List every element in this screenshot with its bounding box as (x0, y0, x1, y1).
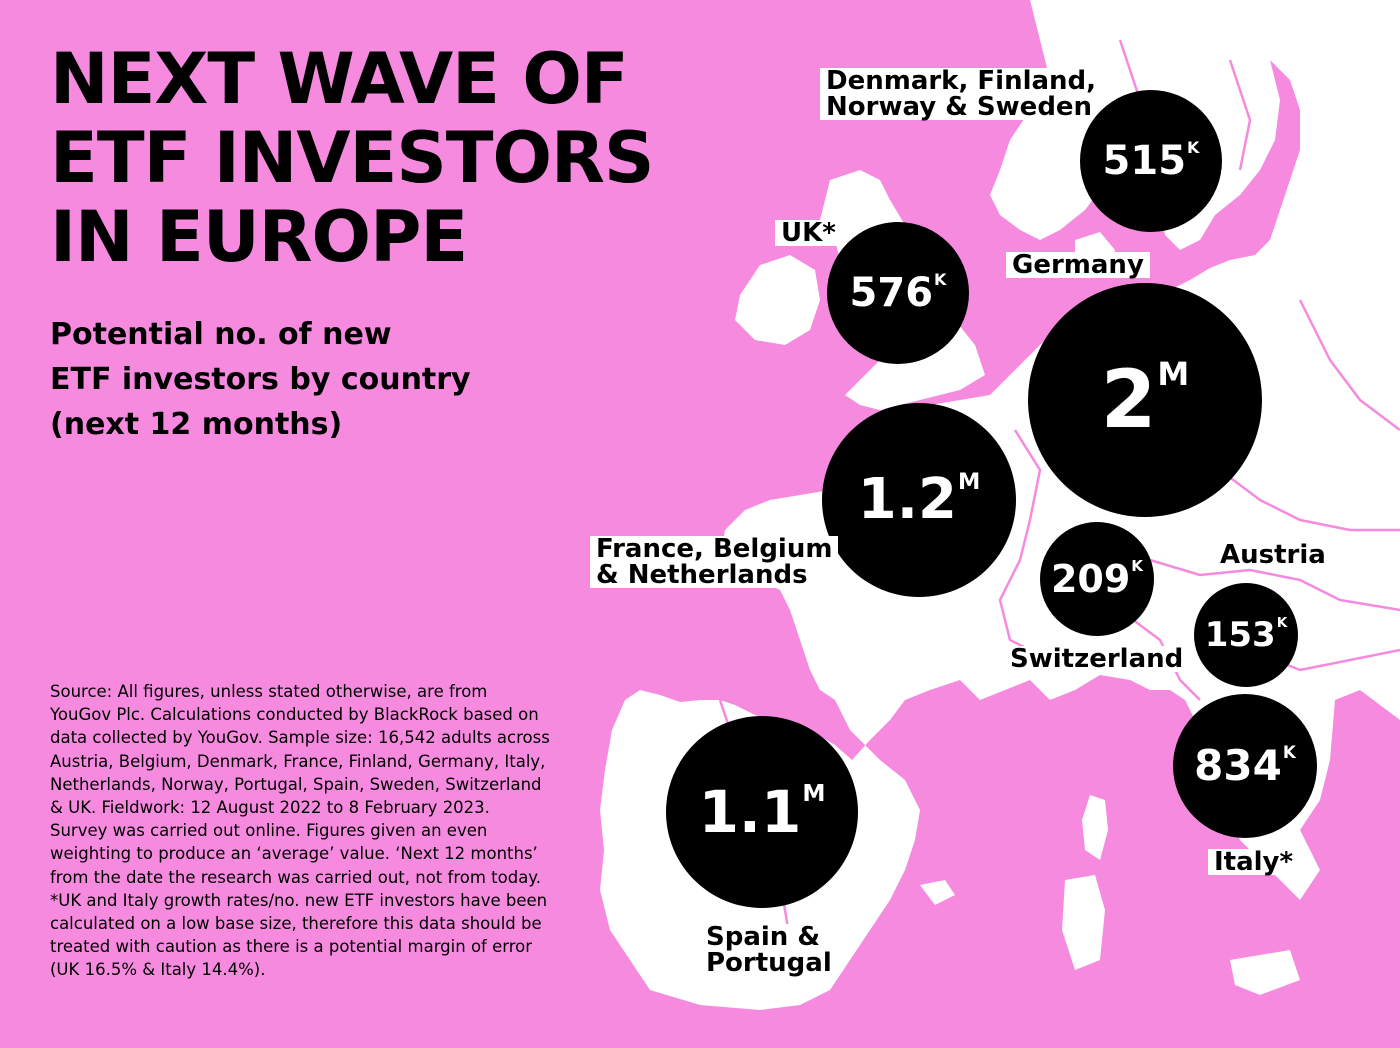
bubble-italy: 834K (1173, 694, 1317, 838)
subtitle-line: (next 12 months) (50, 407, 343, 442)
bubble-value: 515K (1102, 138, 1200, 184)
page-title: NEXT WAVE OF ETF INVESTORS IN EUROPE (50, 40, 730, 277)
bubble-iberia: 1.1M (666, 716, 858, 908)
bubble-switzerland: 209K (1040, 522, 1154, 636)
subtitle-line: Potential no. of new (50, 317, 392, 352)
bubble-uk: 576K (827, 222, 969, 364)
bubble-value: 1.1M (698, 778, 826, 846)
bubble-value: 209K (1050, 557, 1144, 601)
label-line: Austria (1220, 540, 1326, 570)
label-france-benelux: France, Belgium & Netherlands (590, 534, 839, 590)
label-italy: Italy* (1208, 847, 1300, 877)
label-germany: Germany (1006, 252, 1150, 278)
subtitle: Potential no. of new ETF investors by co… (50, 312, 570, 447)
label-line: & Netherlands (596, 560, 808, 590)
bubble-value: 834K (1194, 741, 1296, 790)
bubble-nordics: 515K (1080, 90, 1222, 232)
label-uk: UK* (775, 220, 842, 246)
label-iberia: Spain & Portugal (700, 924, 838, 976)
label-austria: Austria (1214, 542, 1332, 568)
label-switzerland: Switzerland (1004, 644, 1190, 674)
bubble-france-benelux: 1.2M (822, 403, 1016, 597)
bubble-austria: 153K (1194, 583, 1298, 687)
bubble-value: 576K (849, 270, 947, 316)
bubble-germany: 2M (1028, 283, 1262, 517)
title-line: ETF INVESTORS (50, 117, 654, 199)
title-line: NEXT WAVE OF (50, 38, 629, 120)
label-nordics: Denmark, Finland, Norway & Sweden (820, 66, 1103, 122)
label-line: France, Belgium (596, 534, 833, 564)
label-line: Germany (1012, 250, 1144, 280)
source-note: Source: All figures, unless stated other… (50, 682, 550, 980)
label-line: Switzerland (1010, 644, 1184, 674)
balearic-landmass (920, 880, 955, 905)
label-line: Italy* (1214, 847, 1294, 877)
bubble-value: 153K (1204, 615, 1288, 655)
bubble-value: 1.2M (857, 467, 981, 532)
subtitle-line: ETF investors by country (50, 362, 471, 397)
label-line: Norway & Sweden (826, 92, 1093, 122)
label-line: UK* (781, 218, 836, 248)
label-line: Denmark, Finland, (826, 66, 1097, 96)
label-line: Portugal (706, 948, 832, 978)
sardinia-landmass (1062, 875, 1105, 970)
title-line: IN EUROPE (50, 196, 468, 278)
sicily-landmass (1230, 950, 1300, 995)
corsica-landmass (1082, 795, 1108, 860)
ireland-landmass (735, 255, 820, 345)
bubble-value: 2M (1100, 353, 1190, 446)
label-line: Spain & (706, 922, 821, 952)
